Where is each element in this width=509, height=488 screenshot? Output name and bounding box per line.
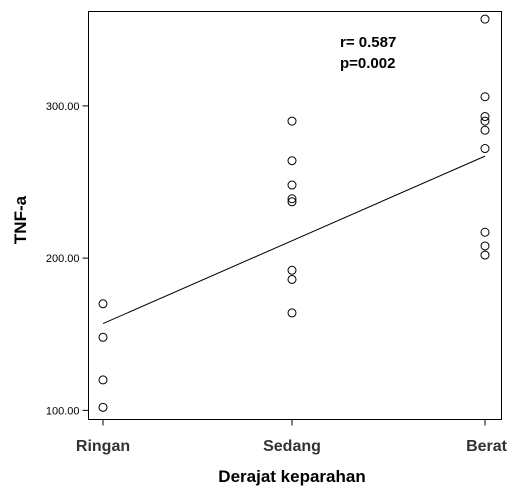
regression-line: [102, 155, 486, 325]
data-point: [98, 375, 108, 385]
data-point: [287, 274, 297, 284]
annotation-p: p=0.002: [340, 55, 395, 72]
data-point: [287, 265, 297, 275]
data-point: [98, 332, 108, 342]
x-category-label-berat: Berat: [466, 438, 508, 455]
y-tick-label: 200.00: [46, 253, 80, 265]
x-category-label-sedang: Sedang: [263, 438, 321, 455]
data-point: [480, 250, 490, 260]
y-axis-title: TNF-a: [11, 195, 30, 244]
data-point: [480, 241, 490, 251]
data-point: [287, 194, 297, 204]
y-axis-ticks: 100.00 200.00 300.00: [46, 101, 89, 417]
plot-area: [88, 11, 502, 420]
data-point: [98, 402, 108, 412]
data-point: [480, 116, 490, 126]
y-tick-label: 300.00: [46, 101, 80, 113]
x-axis-title: Derajat keparahan: [218, 467, 365, 486]
data-point: [287, 180, 297, 190]
data-point: [480, 125, 490, 135]
data-point: [287, 197, 297, 207]
data-point: [287, 116, 297, 126]
data-point: [480, 227, 490, 237]
x-category-label-ringan: Ringan: [76, 438, 130, 455]
data-point: [287, 308, 297, 318]
x-axis-ticks: Ringan Sedang Berat: [76, 419, 508, 455]
y-tick-label: 100.00: [46, 405, 80, 417]
annotation-r: r= 0.587: [340, 34, 396, 51]
data-point: [480, 112, 490, 122]
data-points: [98, 14, 490, 412]
data-point: [480, 144, 490, 154]
data-point: [287, 156, 297, 166]
data-point: [480, 92, 490, 102]
data-point: [480, 14, 490, 24]
data-point: [98, 299, 108, 309]
